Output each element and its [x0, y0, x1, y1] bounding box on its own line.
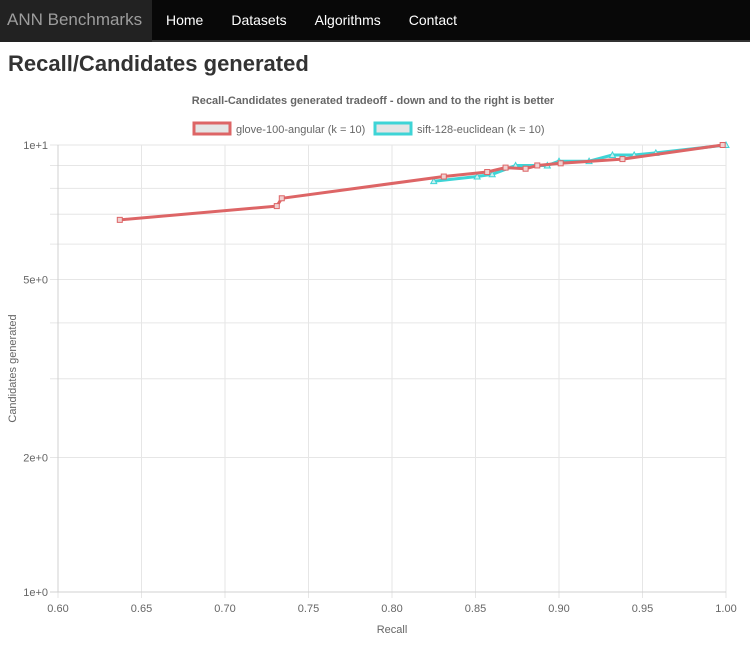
navbar: ANN Benchmarks Home Datasets Algorithms … — [0, 0, 750, 42]
legend-swatch-1[interactable] — [373, 121, 413, 136]
data-point[interactable] — [619, 156, 626, 163]
x-tick-label: 0.60 — [47, 603, 68, 615]
legend-swatch-0[interactable] — [192, 121, 232, 136]
page-title: Recall/Candidates generated — [8, 51, 309, 76]
chart-canvas[interactable]: Recall-Candidates generated tradeoff - d… — [0, 85, 750, 649]
legend-label-1[interactable]: sift-128-euclidean (k = 10) — [417, 124, 544, 136]
data-point[interactable] — [502, 164, 509, 171]
x-tick-label: 0.75 — [298, 603, 319, 615]
x-tick-label: 0.65 — [131, 603, 152, 615]
data-point[interactable] — [484, 169, 491, 176]
chart-title: Recall-Candidates generated tradeoff - d… — [192, 95, 555, 107]
data-point[interactable] — [719, 142, 726, 148]
data-point[interactable] — [278, 195, 285, 202]
x-tick-label: 0.70 — [214, 603, 235, 615]
nav-item-algorithms[interactable]: Algorithms — [314, 12, 381, 28]
y-tick-label: 2e+0 — [23, 452, 48, 464]
x-tick-label: 0.95 — [632, 603, 653, 615]
nav-item-home[interactable]: Home — [166, 12, 204, 28]
brand-link[interactable]: ANN Benchmarks — [0, 0, 152, 42]
y-tick-label: 1e+1 — [23, 140, 48, 152]
data-point[interactable] — [522, 165, 529, 172]
x-tick-label: 1.00 — [715, 603, 736, 615]
nav-menu: Home Datasets Algorithms Contact — [152, 0, 471, 40]
nav-item-contact[interactable]: Contact — [408, 12, 457, 28]
series-line-0[interactable] — [119, 143, 723, 222]
data-point[interactable] — [440, 173, 447, 180]
data-point[interactable] — [608, 150, 617, 158]
y-tick-label: 1e+0 — [23, 587, 48, 599]
data-point[interactable] — [429, 177, 438, 185]
x-tick-label: 0.85 — [465, 603, 486, 615]
data-point[interactable] — [557, 160, 564, 167]
data-point[interactable] — [534, 162, 541, 169]
x-tick-label: 0.90 — [548, 603, 569, 615]
y-axis-label: Candidates generated — [7, 314, 19, 422]
data-point[interactable] — [488, 170, 497, 178]
data-point[interactable] — [116, 216, 123, 223]
data-point[interactable] — [273, 203, 280, 210]
data-point[interactable] — [473, 172, 482, 180]
chart-container: Recall-Candidates generated tradeoff - d… — [0, 85, 750, 649]
y-tick-label: 5e+0 — [23, 275, 48, 287]
x-tick-label: 0.80 — [381, 603, 402, 615]
x-axis-label: Recall — [377, 624, 408, 636]
legend-label-0[interactable]: glove-100-angular (k = 10) — [236, 124, 365, 136]
nav-item-datasets[interactable]: Datasets — [231, 12, 287, 28]
